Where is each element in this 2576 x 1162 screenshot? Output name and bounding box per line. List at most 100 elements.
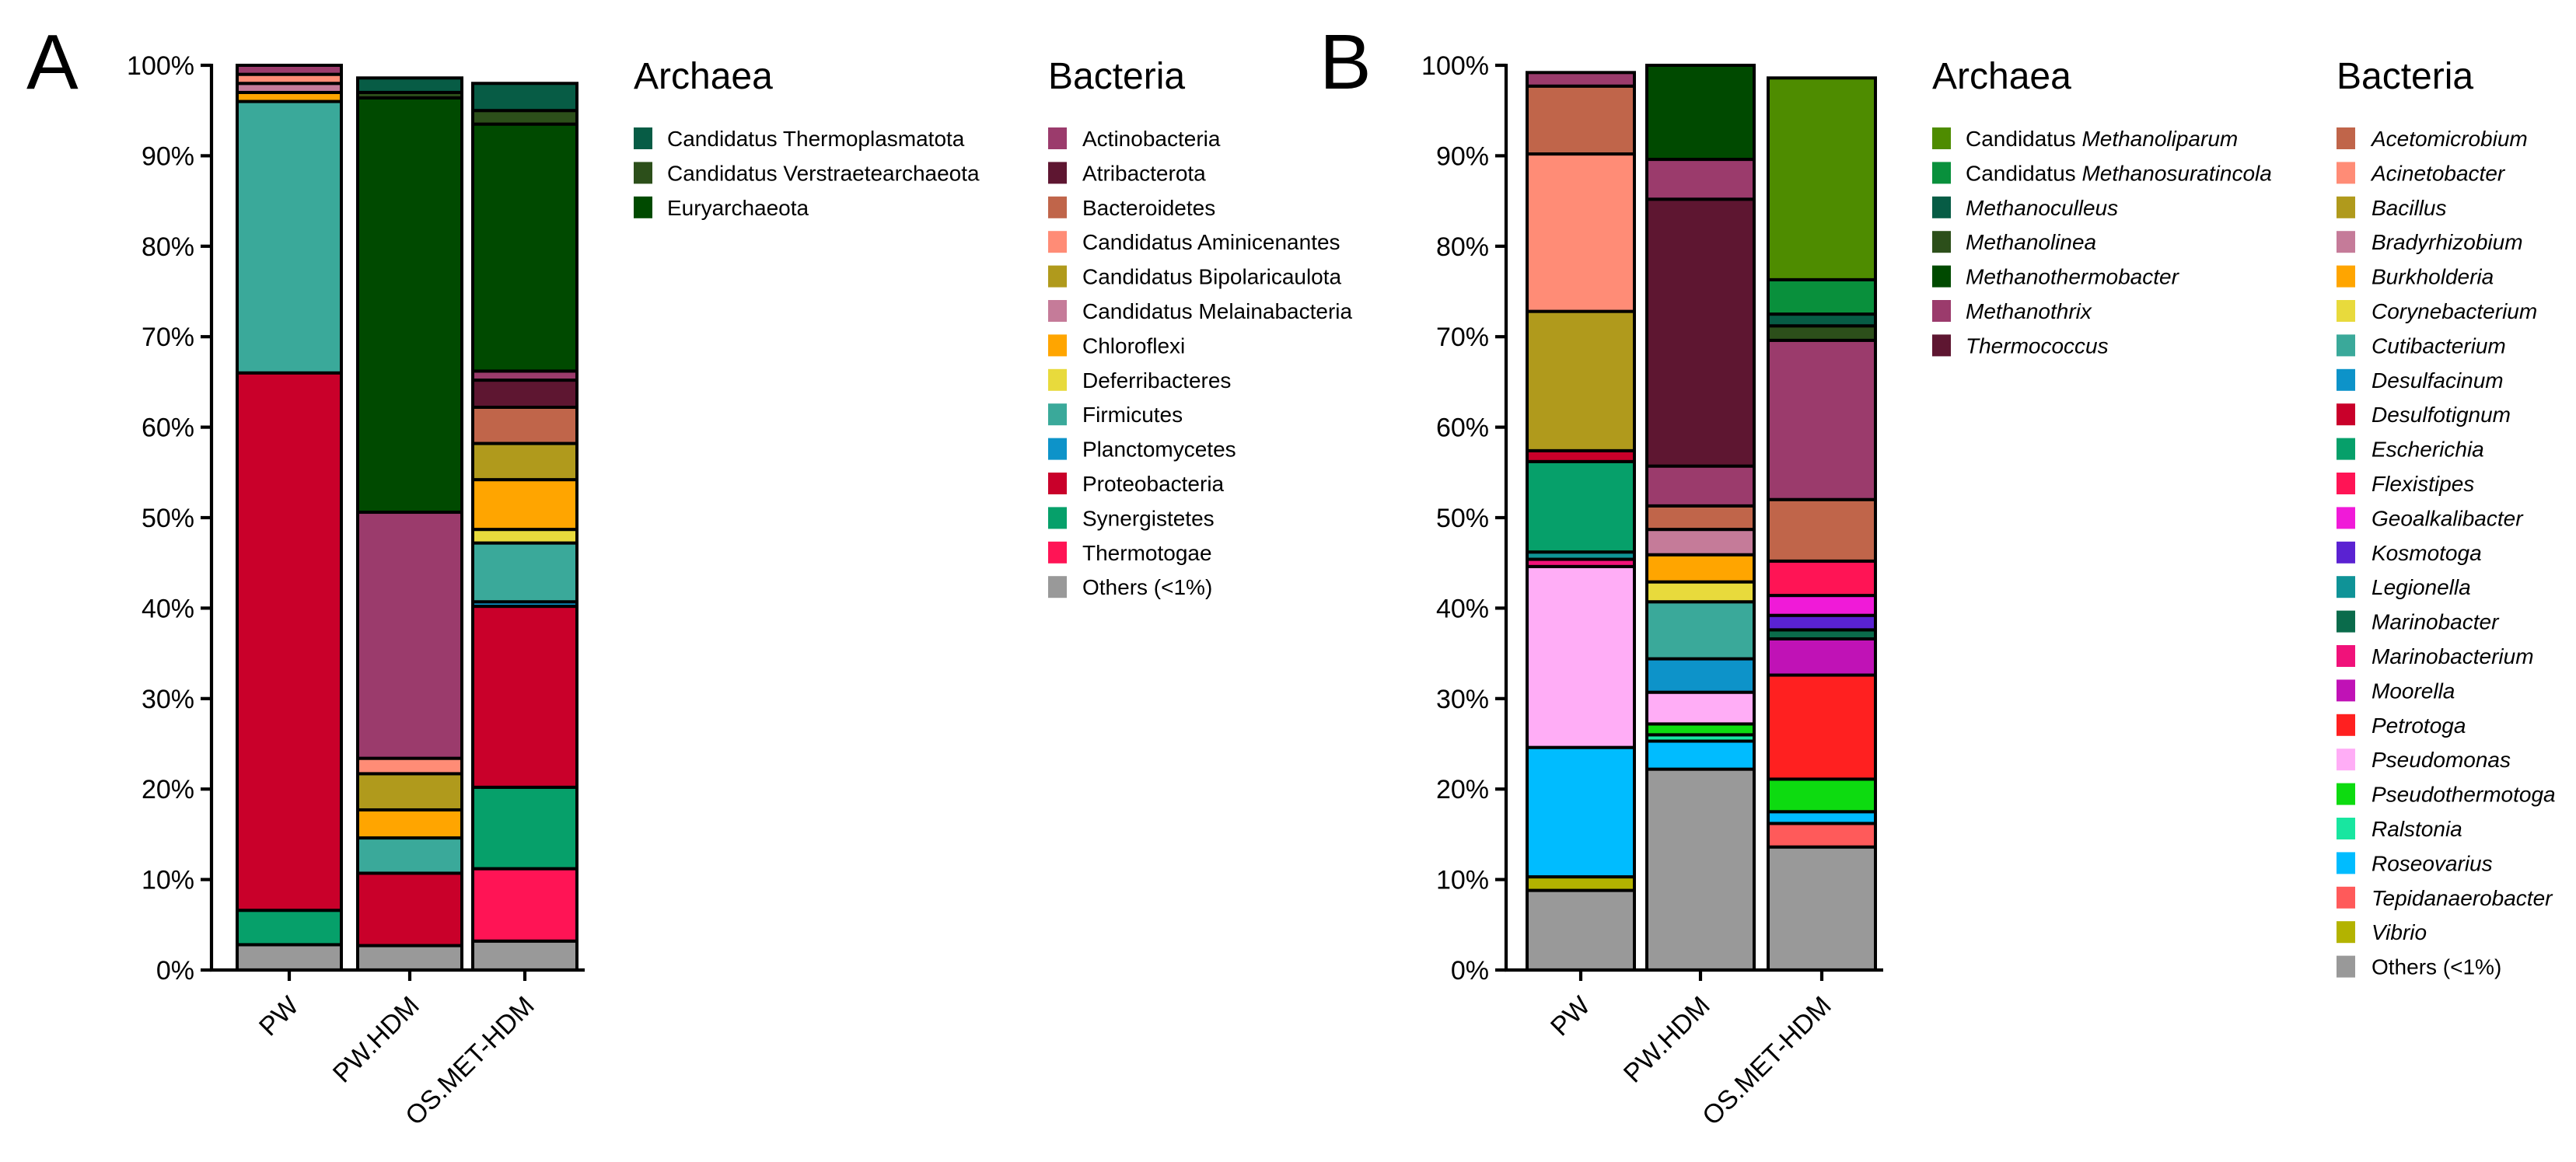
panel-b-legend-swatch-bradyrhizobium: [2337, 231, 2355, 253]
panel-a-legend-label-others-1: Others (<1%): [1082, 575, 1212, 599]
panel-b-y-tick-label: 70%: [1436, 323, 1489, 352]
panel-a-legend-label-euryarchaeota: Euryarchaeota: [667, 196, 809, 220]
panel-b-bar-pw-hdm-corynebacterium: [1645, 580, 1756, 604]
panel-b-legend-label-legionella: Legionella: [2372, 575, 2471, 599]
panel-a-legend-swatch-synergistetes: [1048, 507, 1067, 529]
panel-b-bar-pw-acetomicrobium: [1526, 84, 1636, 156]
panel-b-legend-label-others-1: Others (<1%): [2372, 955, 2501, 979]
panel-b-legend-title-archaea: Archaea: [1932, 56, 2071, 97]
panel-b-category-label: PW.HDM: [1618, 991, 1716, 1089]
panel-b-bar-os-met-hdm-methanothrix: [1767, 338, 1877, 501]
panel-a-legend-swatch-others-1: [1048, 576, 1067, 598]
panel-a-legend-swatch-candidatus-verstraetearchaeota: [634, 162, 652, 184]
panel-b-bar-os-met-hdm-moorella: [1767, 637, 1877, 677]
panel-b-bar-pw-pseudomonas: [1526, 564, 1636, 749]
panel-a-legend-label-candidatus-aminicenantes: Candidatus Aminicenantes: [1082, 230, 1340, 254]
panel-a-legend-swatch-candidatus-melainabacteria: [1048, 300, 1067, 322]
panel-b-bar-os-met-hdm-geoalkalibacter: [1767, 594, 1877, 617]
panel-b-legend-label-moorella: Moorella: [2372, 679, 2455, 703]
panel-a-bar-os-met-hdm-bacteroidetes: [471, 405, 578, 445]
panel-b-legend-swatch-roseovarius: [2337, 852, 2355, 874]
panel-a-legend-label-atribacterota: Atribacterota: [1082, 161, 1206, 185]
panel-b-legend-label-petrotoga: Petrotoga: [2372, 714, 2466, 738]
panel-b-y-tick-label: 90%: [1436, 141, 1489, 171]
panel-a-legend-label-thermotogae: Thermotogae: [1082, 541, 1212, 565]
panel-b-legend-label-acetomicrobium: Acetomicrobium: [2370, 127, 2528, 151]
panel-b-bar-pw-hdm-cutibacterium: [1645, 600, 1756, 661]
panel-b-bar-pw-hdm-bradyrhizobium: [1645, 528, 1756, 557]
panel-a-y-tick-label: 70%: [142, 323, 194, 352]
panel-b-bar-os-met-hdm-petrotoga: [1767, 673, 1877, 781]
panel-a-bar-pw-proteobacteria: [236, 371, 343, 913]
panel-b-legend-label-pseudothermotoga: Pseudothermotoga: [2372, 783, 2556, 807]
panel-a-bar-os-met-hdm-candidatus-verstraetearchaeota: [471, 109, 578, 126]
panel-b-legend-swatch-cutibacterium: [2337, 334, 2355, 357]
panel-b-legend-label-pseudomonas: Pseudomonas: [2372, 748, 2511, 772]
panel-b-legend-label-acinetobacter: Acinetobacter: [2370, 161, 2506, 185]
panel-a-bar-os-met-hdm-candidatus-thermoplasmatota: [471, 82, 578, 113]
panel-b-legend-swatch-tepidanaerobacter: [2337, 886, 2355, 909]
panel-a-y-tick-label: 0%: [156, 956, 194, 986]
panel-b-category-label: PW: [1545, 991, 1596, 1042]
panel-b-legend-swatch-ralstonia: [2337, 818, 2355, 839]
panel-b-bar-os-met-hdm-methanoliparum: [1767, 76, 1877, 281]
panel-b-legend-swatch-methanoliparum: [1932, 127, 1951, 149]
panel-a-legend-label-synergistetes: Synergistetes: [1082, 506, 1215, 530]
panel-b-legend-label-methanoliparum: Candidatus Methanoliparum: [1966, 127, 2238, 151]
panel-b-bar-os-met-hdm-acetomicrobium: [1767, 497, 1877, 563]
panel-b-legend-swatch-thermococcus: [1932, 334, 1951, 357]
panel-a-legend-swatch-planctomycetes: [1048, 438, 1067, 460]
panel-b-legend-swatch-geoalkalibacter: [2337, 507, 2355, 529]
panel-a-legend-title-bacteria: Bacteria: [1048, 56, 1185, 97]
panel-a-bar-os-met-hdm-firmicutes: [471, 541, 578, 604]
panel-a-category-label: PW.HDM: [327, 991, 425, 1089]
panel-b-legend-swatch-marinobacterium: [2337, 645, 2355, 667]
panel-a-bar-pw-others-1: [236, 943, 343, 972]
panel-a-y-tick-label: 60%: [142, 414, 194, 443]
panel-b-legend-swatch-acetomicrobium: [2337, 127, 2355, 149]
panel-a-bar-pw-hdm-euryarchaeota: [356, 96, 463, 515]
panel-a-legend-title-archaea: Archaea: [634, 56, 773, 97]
panel-a-bar-os-met-hdm-thermotogae: [471, 867, 578, 943]
panel-b-bar-pw-hdm-desulfacinum: [1645, 657, 1756, 694]
panel-b-legend-swatch-vibrio: [2337, 921, 2355, 944]
panel-a-legend-label-candidatus-bipolaricaulota: Candidatus Bipolaricaulota: [1082, 265, 1342, 289]
panel-a-legend-swatch-atribacterota: [1048, 162, 1067, 184]
panel-b-legend-swatch-methanothrix: [1932, 300, 1951, 322]
panel-a-legend-label-bacteroidetes: Bacteroidetes: [1082, 196, 1215, 220]
panel-b-legend: Archaea Candidatus Methanoliparum Candidat…: [1932, 56, 2556, 979]
panel-a-y-tick-label: 30%: [142, 685, 194, 714]
panel-a-legend-label-candidatus-verstraetearchaeota: Candidatus Verstraetearchaeota: [667, 161, 980, 185]
panel-b-legend-swatch-pseudothermotoga: [2337, 783, 2355, 805]
panel-b-legend-swatch-others-1: [2337, 955, 2355, 978]
panel-b-bar-pw-hdm-thermococcus: [1645, 197, 1756, 468]
panel-b-legend-swatch-escherichia: [2337, 438, 2355, 460]
panel-a-legend-swatch-firmicutes: [1048, 403, 1067, 426]
panel-b-legend-label-methanolinea: Methanolinea: [1966, 230, 2096, 254]
panel-b-bar-os-met-hdm-roseovarius: [1767, 810, 1877, 825]
panel-a-bar-os-met-hdm-synergistetes: [471, 785, 578, 871]
panel-a-bar-pw-actinobacteria: [236, 64, 343, 76]
panel-b-legend-label-burkholderia: Burkholderia: [2372, 265, 2494, 289]
panel-b-bar-pw-hdm-others-1: [1645, 767, 1756, 972]
panel-b-bar-pw-bacillus: [1526, 309, 1636, 452]
panel-a-legend-swatch-proteobacteria: [1048, 473, 1067, 494]
panel-b-legend-swatch-acinetobacter: [2337, 162, 2355, 184]
panel-a-bar-pw-hdm-others-1: [356, 944, 463, 972]
panel-b-legend-label-kosmotoga: Kosmotoga: [2372, 541, 2482, 565]
panel-a-bar-os-met-hdm-candidatus-bipolaricaulota: [471, 441, 578, 482]
panel-b-bar-pw-hdm-methanothrix: [1645, 464, 1756, 508]
panel-b-y-tick-label: 60%: [1436, 414, 1489, 443]
panel-b-category-label: OS.MET-HDM: [1697, 991, 1837, 1131]
panel-a-legend-swatch-candidatus-thermoplasmatota: [634, 127, 652, 149]
panel-b-bar-pw-methanothrix: [1526, 71, 1636, 88]
panel-b-bar-pw-hdm-methanothermobacter: [1645, 64, 1756, 162]
panel-b-bar-pw-hdm-pseudomonas: [1645, 690, 1756, 726]
panel-a-legend-label-planctomycetes: Planctomycetes: [1082, 438, 1236, 462]
panel-a-bar-pw-hdm-candidatus-bipolaricaulota: [356, 772, 463, 811]
panel-a-legend-label-candidatus-melainabacteria: Candidatus Melainabacteria: [1082, 299, 1353, 323]
panel-b-bar-pw-others-1: [1526, 888, 1636, 972]
panel-b-bar-os-met-hdm-kosmotoga: [1767, 613, 1877, 632]
panel-a-y-tick-label: 80%: [142, 232, 194, 262]
panel-a-bar-os-met-hdm-euryarchaeota: [471, 122, 578, 373]
